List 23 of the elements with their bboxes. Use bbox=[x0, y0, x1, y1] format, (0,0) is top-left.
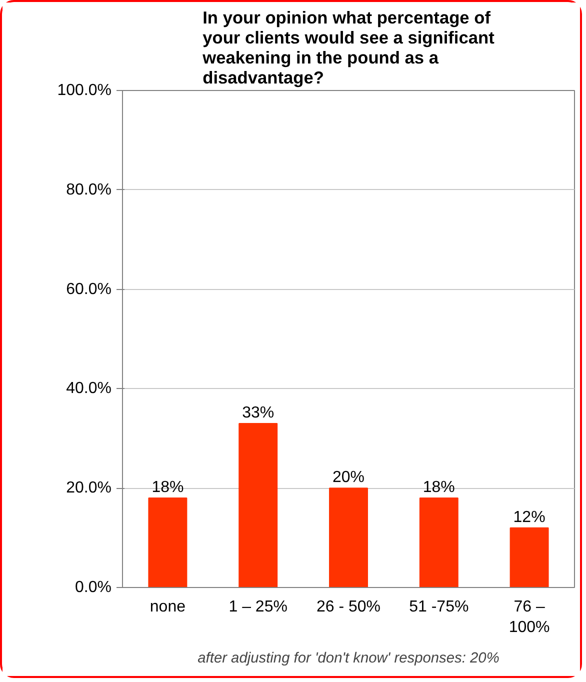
y-tick-label: 60.0% bbox=[66, 280, 112, 298]
bar bbox=[329, 488, 368, 588]
x-tick-label: 26 - 50% bbox=[316, 598, 381, 616]
y-tick-label: 100.0% bbox=[57, 82, 112, 99]
x-tick-label: 76 – 100% bbox=[508, 598, 550, 636]
x-tick-label: 1 – 25% bbox=[228, 598, 288, 616]
data-label: 12% bbox=[513, 508, 546, 526]
bar bbox=[419, 498, 458, 588]
chart-title: In your opinion what percentage of your clients would see a significant weakening in the pound as a disadvantage? bbox=[202, 8, 495, 88]
data-label: 20% bbox=[332, 469, 365, 486]
data-label: 33% bbox=[242, 404, 274, 422]
text: after adjusting for 'don't know' responses: 20% bbox=[198, 650, 500, 666]
bar bbox=[510, 527, 549, 588]
y-tick-label: 20.0% bbox=[66, 480, 112, 497]
y-tick-label: 0.0% bbox=[75, 579, 112, 596]
bar bbox=[148, 498, 188, 588]
data-label: 18% bbox=[152, 479, 184, 496]
x-tick-label: 51 -75% bbox=[409, 598, 469, 616]
data-label: 18% bbox=[422, 479, 455, 496]
bar bbox=[238, 422, 278, 588]
y-tick-label: 40.0% bbox=[66, 380, 112, 398]
x-tick-label: none bbox=[150, 598, 186, 616]
y-tick-label: 80.0% bbox=[66, 181, 112, 198]
